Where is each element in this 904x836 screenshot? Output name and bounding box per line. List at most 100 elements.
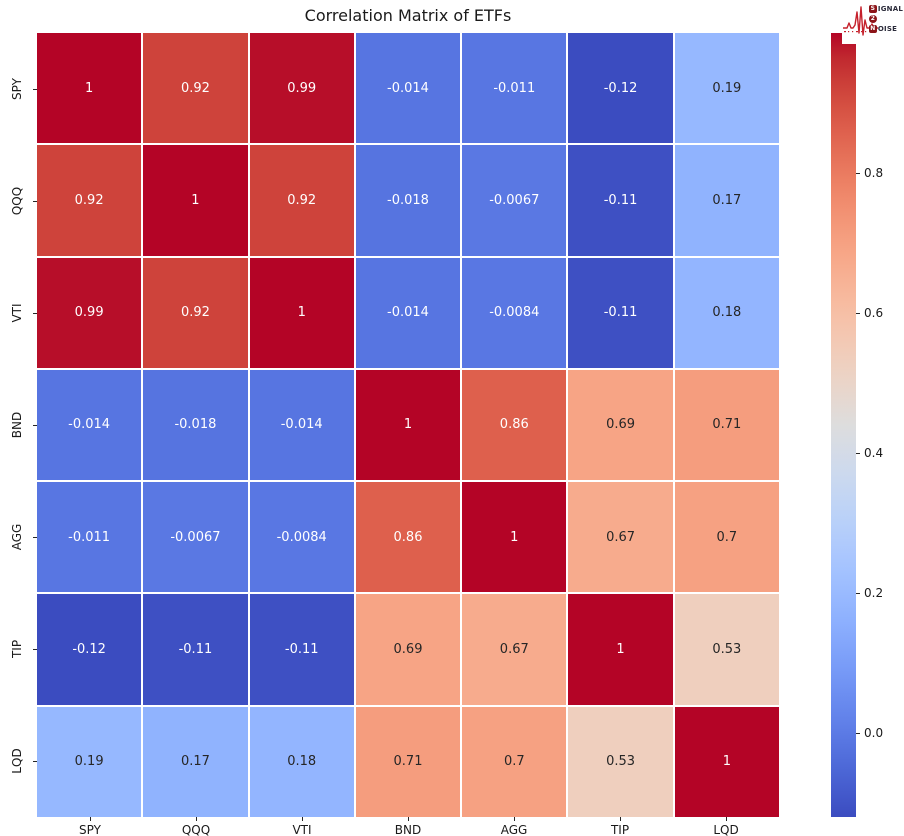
logo-word-signal: IGNAL [877,5,903,13]
cell-value: 0.53 [712,642,742,658]
x-tick-label-AGG: AGG [500,823,528,836]
cell-value: 0.7 [716,529,738,545]
cell-value: 0.86 [499,417,529,433]
heatmap-cell-VTI-SPY: 0.99 [37,257,142,368]
cell-value: 0.18 [712,305,742,321]
heatmap-cell-BND-AGG: 0.86 [462,369,567,481]
x-tick-mark [726,817,727,821]
y-tick-label-VTI: VTI [10,303,24,323]
heatmap-cell-SPY-VTI: 0.99 [249,33,354,144]
heatmap-cell-LQD-TIP: 0.53 [568,706,673,817]
cell-value: -0.12 [603,80,638,96]
heatmap-cell-VTI-LQD: 0.18 [674,257,779,368]
cell-value: -0.11 [603,192,638,208]
cell-value: -0.014 [387,80,429,96]
logo-badge-n: N [868,25,877,33]
heatmap-cell-AGG-VTI: -0.0084 [249,482,354,593]
cell-value: 1 [403,417,413,433]
cell-value: -0.018 [174,417,217,433]
cell-value: -0.0067 [489,192,540,208]
heatmap-cell-AGG-AGG: 1 [462,482,567,593]
heatmap-cell-AGG-SPY: -0.011 [37,482,142,593]
y-tick-mark [33,89,37,90]
x-tick-label-QQQ: QQQ [181,823,211,836]
y-tick-mark [33,425,37,426]
x-tick-label-TIP: TIP [610,823,630,836]
cell-value: -0.11 [178,642,213,658]
y-tick-label-LQD: LQD [10,748,24,774]
heatmap-cell-QQQ-LQD: 0.17 [674,145,779,256]
heatmap-cell-LQD-QQQ: 0.17 [143,706,248,817]
cell-value: 0.99 [287,80,317,96]
cell-value: -0.014 [280,417,323,433]
cell-value: -0.014 [387,305,429,321]
colorbar-tick-mark [856,453,860,454]
cell-value: 0.67 [606,529,636,545]
cell-value: -0.11 [603,305,638,321]
heatmap-cell-SPY-SPY: 1 [37,33,142,144]
cell-value: 1 [85,80,94,96]
colorbar-tick-label: 0.0 [864,726,884,740]
heatmap-cell-VTI-AGG: -0.0084 [462,257,567,368]
cell-value: 0.69 [393,642,423,658]
cell-value: -0.0084 [489,305,540,321]
heatmap-cell-AGG-BND: 0.86 [355,482,461,593]
y-tick-label-QQQ: QQQ [10,186,24,216]
heatmap-cell-QQQ-SPY: 0.92 [37,145,142,256]
logo-badge-2: 2 [868,15,877,23]
cell-value: 0.7 [503,754,525,770]
x-tick-label-LQD: LQD [713,823,739,836]
signal2noise-logo: S IGNAL 2 N OISE [842,0,904,44]
heatmap-cell-TIP-LQD: 0.53 [674,594,779,705]
heatmap-cell-BND-TIP: 0.69 [568,369,673,481]
cell-value: 0.19 [74,754,104,770]
heatmap-cell-TIP-SPY: -0.12 [37,594,142,705]
cell-value: -0.12 [72,642,106,658]
x-tick-label-VTI: VTI [292,823,312,836]
heatmap-cell-TIP-TIP: 1 [568,594,673,705]
cell-value: 0.92 [287,192,317,208]
cell-value: 1 [616,642,625,658]
logo-word-noise: OISE [877,25,898,33]
cell-value: 0.71 [712,417,742,433]
colorbar-tick-label: 0.2 [864,586,884,600]
heatmap-cell-SPY-BND: -0.014 [355,33,461,144]
heatmap-cell-QQQ-QQQ: 1 [143,145,248,256]
heatmap-cell-QQQ-TIP: -0.11 [568,145,673,256]
chart-title: Correlation Matrix of ETFs [304,6,512,25]
colorbar-tick-mark [856,313,860,314]
y-tick-mark [33,761,37,762]
heatmap-cell-AGG-QQQ: -0.0067 [143,482,248,593]
cell-value: -0.11 [284,642,319,658]
cell-value: 0.86 [393,529,423,545]
cell-value: 0.71 [393,754,423,770]
y-tick-label-TIP: TIP [10,639,24,659]
x-tick-mark [302,817,303,821]
colorbar: 1.00.80.60.40.20.0 [831,26,883,817]
y-tick-mark [33,201,37,202]
logo-line-signal: S IGNAL [868,4,903,14]
heatmap-cell-LQD-BND: 0.71 [355,706,461,817]
colorbar-tick-label: 0.6 [864,306,884,320]
cell-value: -0.0067 [170,529,221,545]
heatmap-cell-SPY-AGG: -0.011 [462,33,567,144]
colorbar-tick-mark [856,593,860,594]
heatmap-cell-BND-LQD: 0.71 [674,369,779,481]
heatmap-cell-VTI-QQQ: 0.92 [143,257,248,368]
y-tick-mark [33,313,37,314]
heatmap-grid: 1 0.92 0.99 -0.014 -0.011 -0.12 0.19 0.92 1 0.92 -… [37,33,779,817]
heatmap-cell-SPY-QQQ: 0.92 [143,33,248,144]
heatmap-cell-BND-VTI: -0.014 [249,369,354,481]
cell-value: -0.011 [68,529,111,545]
x-tick-mark [514,817,515,821]
x-tick-mark [196,817,197,821]
cell-value: 0.92 [180,305,210,321]
cell-value: 0.67 [499,642,529,658]
colorbar-tick-mark [856,733,860,734]
heatmap-cell-VTI-VTI: 1 [249,257,354,368]
cell-value: 0.92 [74,192,104,208]
logo-badge-s: S [868,5,877,13]
logo-line-2: 2 [868,14,903,24]
x-tick-label-SPY: SPY [79,823,101,836]
